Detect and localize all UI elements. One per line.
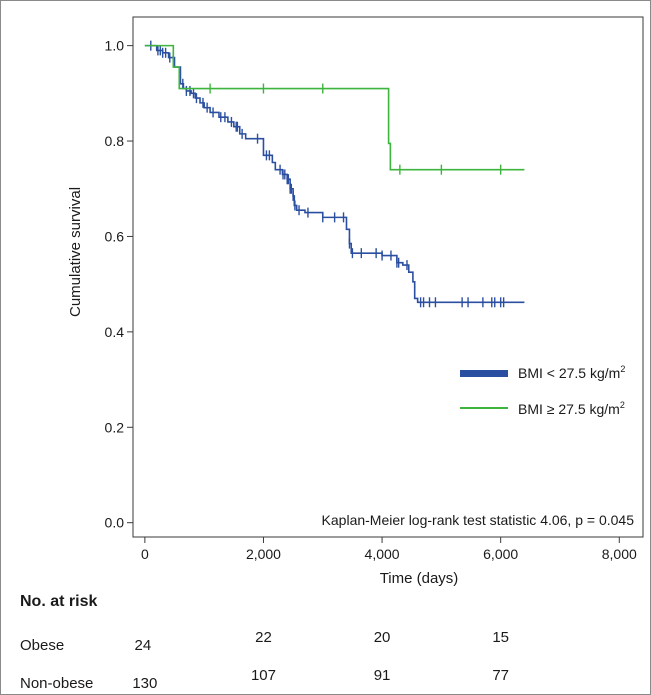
x-tick-label: 6,000 bbox=[483, 546, 518, 562]
y-tick-label: 0.2 bbox=[105, 419, 125, 435]
legend: BMI < 27.5 kg/m2 BMI ≥ 27.5 kg/m2 bbox=[460, 364, 625, 417]
plot-area bbox=[132, 16, 644, 538]
risk-table-title: No. at risk bbox=[20, 593, 98, 610]
series-layer bbox=[144, 40, 525, 308]
y-tick-label: 0.0 bbox=[105, 515, 125, 531]
survival-curve-0 bbox=[144, 44, 525, 304]
x-tick-label: 2,000 bbox=[246, 546, 281, 562]
legend-label-below: BMI < 27.5 kg/m2 bbox=[518, 364, 625, 381]
risk-value: 15 bbox=[492, 629, 510, 646]
legend-swatch-below bbox=[460, 370, 508, 377]
x-tick-label: 4,000 bbox=[365, 546, 400, 562]
y-axis-label: Cumulative survival bbox=[67, 187, 84, 317]
risk-value: 91 bbox=[373, 667, 391, 684]
risk-value: 24 bbox=[134, 637, 152, 654]
y-tick-label: 0.8 bbox=[105, 133, 125, 149]
y-tick-label: 1.0 bbox=[105, 38, 125, 54]
risk-value: 77 bbox=[492, 667, 510, 684]
x-tick-label: 8,000 bbox=[602, 546, 637, 562]
y-tick-label: 0.4 bbox=[105, 324, 125, 340]
risk-row-label-obese: Obese bbox=[20, 637, 65, 654]
risk-row-label-nonobese: Non-obese bbox=[20, 675, 94, 692]
y-axis: 0.0 0.2 0.4 0.6 0.8 1.0 bbox=[105, 38, 133, 531]
legend-label-above: BMI ≥ 27.5 kg/m2 bbox=[518, 400, 625, 417]
logrank-annotation: Kaplan-Meier log-rank test statistic 4.0… bbox=[322, 512, 635, 528]
risk-value: 20 bbox=[373, 629, 391, 646]
x-tick-label: 0 bbox=[141, 546, 149, 562]
km-chart: 0.0 0.2 0.4 0.6 0.8 1.0 0 2,000 4,000 6,000 8,000… bbox=[67, 16, 644, 587]
x-axis: 0 2,000 4,000 6,000 8,000 bbox=[141, 537, 637, 562]
y-tick-label: 0.6 bbox=[105, 228, 125, 244]
survival-curve-1 bbox=[144, 44, 525, 171]
risk-value: 130 bbox=[132, 675, 158, 692]
risk-value: 107 bbox=[250, 667, 276, 684]
x-axis-label: Time (days) bbox=[380, 570, 459, 587]
risk-value: 22 bbox=[255, 629, 272, 646]
